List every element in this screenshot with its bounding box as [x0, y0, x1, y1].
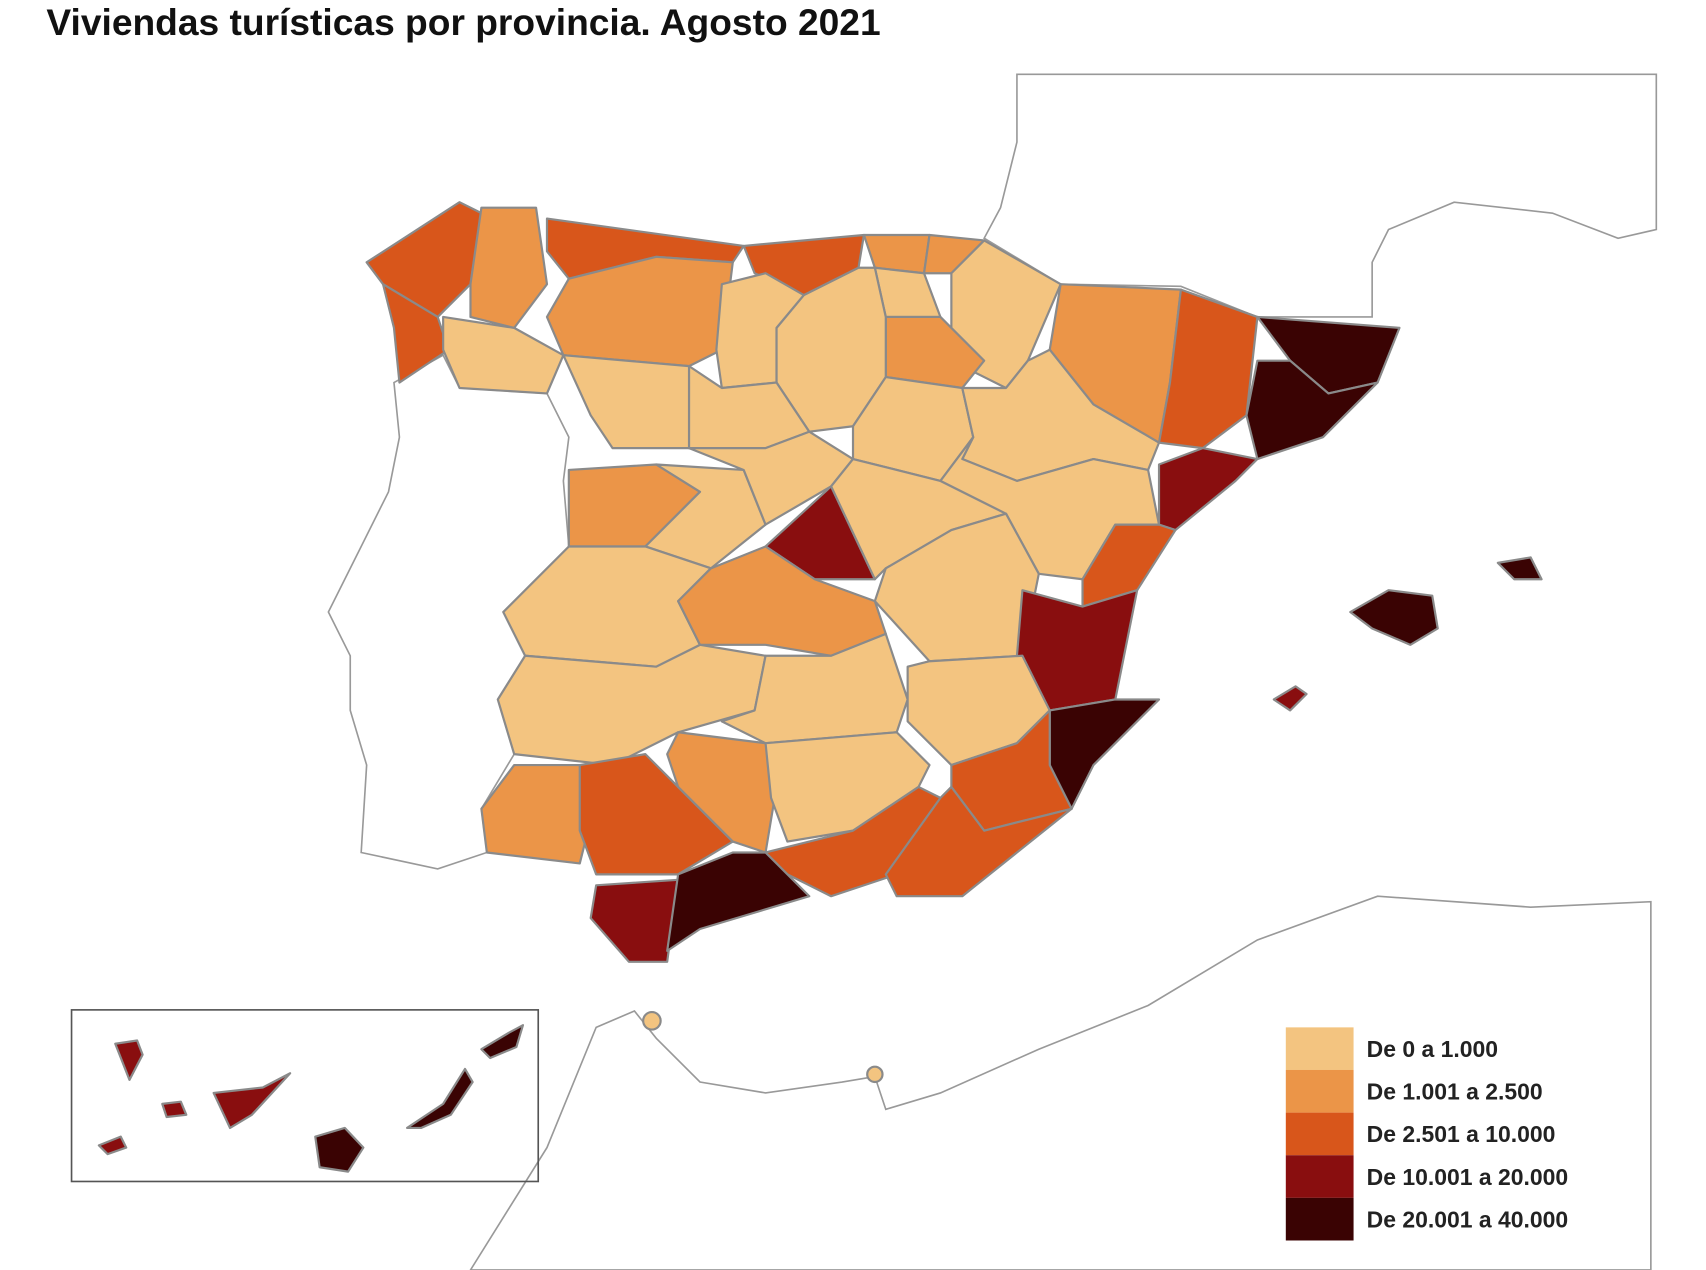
province — [545, 255, 734, 368]
province — [677, 545, 887, 657]
province — [469, 206, 549, 329]
province — [1048, 698, 1161, 810]
legend-swatch — [1285, 1069, 1354, 1113]
island — [1272, 685, 1308, 712]
province — [884, 785, 1073, 898]
map-title: Viviendas turísticas por provincia. Agos… — [46, 1, 880, 43]
legend-label: De 10.001 a 20.000 — [1367, 1164, 1569, 1190]
island — [405, 1067, 474, 1130]
province — [1245, 359, 1379, 461]
legend: De 0 a 1.000 De 1.001 a 2.500 De 2.501 a 1… — [1285, 1027, 1569, 1241]
province — [666, 851, 811, 952]
legend-swatch — [1285, 1155, 1354, 1198]
island — [114, 1039, 144, 1081]
legend-swatch — [1285, 1112, 1354, 1156]
provinces — [365, 201, 1543, 1084]
canary-islands — [97, 1024, 525, 1173]
inset-frame — [70, 1009, 540, 1183]
melilla — [866, 1065, 884, 1084]
island — [212, 1072, 292, 1130]
province — [562, 354, 691, 450]
legend-label: De 2.501 a 10.000 — [1367, 1121, 1556, 1147]
legend-label: De 1.001 a 2.500 — [1367, 1079, 1543, 1105]
legend-swatch — [1285, 1027, 1354, 1070]
island — [1496, 556, 1543, 581]
province — [365, 201, 483, 319]
province — [715, 272, 805, 390]
island — [480, 1024, 525, 1060]
legend-swatch — [1285, 1197, 1354, 1241]
island — [161, 1100, 188, 1119]
africa — [469, 895, 1652, 1270]
province — [381, 283, 450, 384]
legend-label: De 20.001 a 40.000 — [1367, 1206, 1569, 1232]
legend-label: De 0 a 1.000 — [1367, 1036, 1498, 1062]
island — [314, 1126, 365, 1173]
province — [496, 643, 767, 767]
island — [97, 1135, 128, 1156]
province — [578, 753, 734, 876]
island — [1349, 589, 1439, 646]
france — [983, 73, 1658, 318]
ceuta — [642, 1010, 662, 1031]
province — [1157, 447, 1259, 532]
province — [589, 878, 680, 963]
province — [442, 315, 565, 395]
